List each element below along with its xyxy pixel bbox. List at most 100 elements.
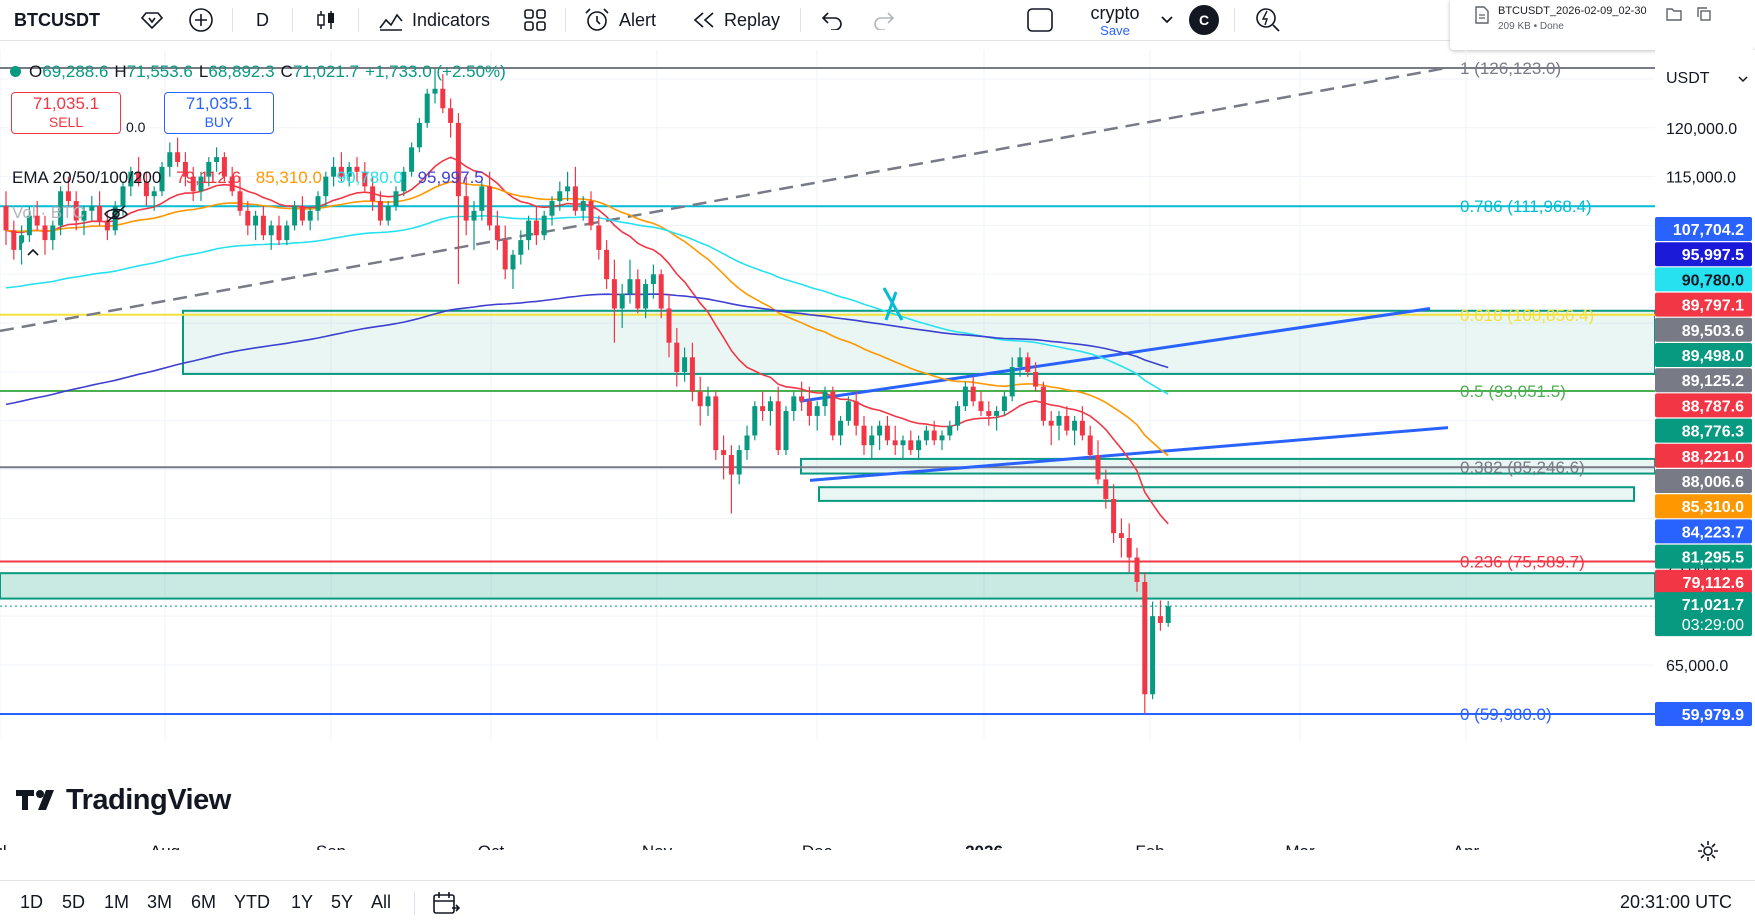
candle-body [908, 440, 914, 451]
candle-body [596, 225, 602, 250]
layout-name-button[interactable]: crypto Save [1075, 3, 1155, 38]
tradingview-logo[interactable]: TradingView [16, 782, 237, 818]
collapse-legend-button[interactable] [22, 242, 44, 262]
candle-body [1103, 479, 1109, 499]
time-tick-label: Feb [1135, 842, 1164, 850]
compare-symbol-button[interactable] [188, 0, 214, 40]
price-scale-label [1655, 469, 1752, 493]
range-ytd[interactable]: YTD [234, 892, 270, 912]
quick-search-button[interactable] [1254, 0, 1282, 40]
ema20-value: 79,112.6 [176, 168, 241, 187]
diamond-icon[interactable] [140, 0, 164, 40]
candle-body [276, 225, 282, 241]
candle-body [73, 201, 79, 221]
zone-rectangles [0, 309, 1656, 600]
candle-body [284, 225, 290, 241]
price-scale-label [1655, 242, 1752, 267]
undo-button[interactable] [820, 0, 844, 40]
toolbar-divider [414, 891, 415, 915]
redo-button[interactable] [872, 0, 896, 40]
candle-body [775, 401, 781, 451]
candle-body [253, 215, 259, 226]
fullscreen-toggle[interactable] [1026, 0, 1054, 40]
candle-body [151, 191, 157, 197]
range-1y[interactable]: 1Y [291, 892, 314, 912]
candle-body [89, 205, 95, 211]
indicators-button[interactable]: Indicators [378, 0, 490, 40]
support-zone [818, 486, 1635, 502]
timezone-clock[interactable]: 20:31:00 UTC [1620, 892, 1733, 912]
avatar[interactable]: C [1189, 5, 1219, 35]
fib-level-label: 0.382 (85,246.6) [1460, 458, 1585, 477]
price-scale-label [1655, 494, 1752, 519]
candle-body [175, 152, 181, 162]
range-1d[interactable]: 1D [20, 892, 44, 912]
candle-body [767, 401, 773, 412]
time-tick-label: Apr [1453, 842, 1480, 850]
price-scale-label-text: 89,503.6 [1682, 323, 1744, 340]
copy-icon[interactable] [1696, 6, 1712, 22]
chart-settings-button[interactable] [1697, 840, 1719, 867]
price-scale-label [1655, 267, 1752, 292]
ohlc-open: 69,288.6 [42, 62, 109, 81]
candle-body [136, 171, 142, 182]
candle-body [1150, 616, 1156, 695]
candle-body [791, 396, 797, 412]
volume-legend[interactable]: Vol · BTC [12, 203, 129, 224]
sell-label: SELL [48, 114, 84, 130]
ema-legend[interactable]: EMA 20/50/100/200 79,112.6 85,310.0 90,7… [12, 168, 484, 188]
range-6m[interactable]: 6M [191, 892, 217, 912]
last-price-value: 71,021.7 [1682, 597, 1744, 614]
range-5d[interactable]: 5D [62, 892, 86, 912]
currency-select[interactable]: USDT [1660, 66, 1752, 92]
candle-body [619, 293, 625, 309]
grid-layout-icon [524, 9, 546, 31]
channel-upper-line [799, 307, 1431, 403]
range-3m[interactable]: 3M [147, 892, 173, 912]
candle-body [159, 166, 165, 192]
candle-body [830, 391, 836, 436]
ema-200-line [5, 293, 1169, 406]
candle-body [331, 166, 337, 177]
ema200-value: 95,997.5 [417, 168, 484, 187]
time-tick-label: Dec [802, 842, 833, 850]
interval-button[interactable]: D [256, 0, 269, 40]
ema-100-line [5, 214, 1169, 395]
range-1m[interactable]: 1M [104, 892, 130, 912]
fib-retracement: 1 (126,123.0) 0.786 (111,968.4) 0.618 (100… [0, 59, 1655, 724]
chart-type-button[interactable] [314, 0, 338, 40]
candle-body [549, 201, 555, 216]
go-to-date-button[interactable] [432, 881, 460, 924]
price-chart[interactable]: 1 (126,123.0) 0.786 (111,968.4) 0.618 (100… [0, 50, 1755, 850]
price-scale-label [1655, 368, 1752, 393]
price-tick-label: 65,000.0 [1666, 658, 1728, 675]
download-filename[interactable]: BTCUSDT_2026-02-09_02-30 [1498, 5, 1647, 17]
candle-body [1157, 616, 1163, 623]
candle-body [518, 240, 524, 255]
sell-button[interactable]: 71,035.1 SELL [11, 92, 121, 134]
buy-button[interactable]: 71,035.1 BUY [164, 92, 274, 134]
spread-value: 0.0 [126, 119, 146, 135]
range-all[interactable]: All [371, 892, 392, 912]
alert-button[interactable]: Alert [583, 0, 656, 40]
price-labels: 107,704.2 95,997.5 90,780.0 89,797.1 89,503.… [1655, 217, 1752, 726]
candle-body [143, 181, 149, 197]
bottom-toolbar: 1D 5D 1M 3M 6M YTD 1Y 5Y All 20:31:00 UTC [0, 880, 1755, 924]
candle-body [237, 191, 243, 211]
candle-body [994, 411, 1000, 416]
chart-drawings [0, 287, 1655, 607]
range-5y[interactable]: 5Y [331, 892, 354, 912]
candle-body [1025, 357, 1031, 372]
layout-menu-button[interactable] [1160, 0, 1174, 40]
symbol-search-button[interactable]: BTCUSDT [14, 0, 100, 40]
cross-marker [882, 287, 904, 321]
candle-body [1079, 420, 1085, 436]
candle-body [1056, 415, 1062, 426]
candle-body [34, 215, 40, 226]
replay-button[interactable]: Replay [692, 0, 780, 40]
price-scale-label-text: 85,310.0 [1682, 499, 1744, 516]
layouts-button[interactable] [523, 0, 547, 40]
candle-body [760, 406, 766, 412]
ema100-value: 90,780.0 [336, 168, 403, 187]
candle-body [128, 171, 134, 187]
